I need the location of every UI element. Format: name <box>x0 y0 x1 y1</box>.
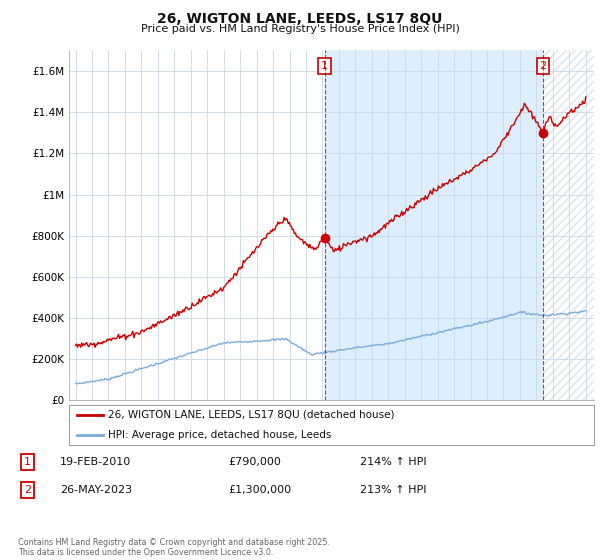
Text: HPI: Average price, detached house, Leeds: HPI: Average price, detached house, Leed… <box>109 430 332 440</box>
Text: Contains HM Land Registry data © Crown copyright and database right 2025.
This d: Contains HM Land Registry data © Crown c… <box>18 538 330 557</box>
Text: 213% ↑ HPI: 213% ↑ HPI <box>360 485 427 495</box>
Bar <box>543 50 594 400</box>
Text: £1,300,000: £1,300,000 <box>228 485 291 495</box>
Bar <box>543 50 594 400</box>
Text: Price paid vs. HM Land Registry's House Price Index (HPI): Price paid vs. HM Land Registry's House … <box>140 24 460 34</box>
Text: 214% ↑ HPI: 214% ↑ HPI <box>360 457 427 467</box>
Text: 26, WIGTON LANE, LEEDS, LS17 8QU (detached house): 26, WIGTON LANE, LEEDS, LS17 8QU (detach… <box>109 410 395 420</box>
Text: 1: 1 <box>321 61 328 71</box>
Text: 1: 1 <box>24 457 31 467</box>
Text: 26, WIGTON LANE, LEEDS, LS17 8QU: 26, WIGTON LANE, LEEDS, LS17 8QU <box>157 12 443 26</box>
Text: £790,000: £790,000 <box>228 457 281 467</box>
Text: 26-MAY-2023: 26-MAY-2023 <box>60 485 132 495</box>
Text: 19-FEB-2010: 19-FEB-2010 <box>60 457 131 467</box>
Bar <box>325 50 543 400</box>
Text: 2: 2 <box>539 61 547 71</box>
Text: 2: 2 <box>24 485 31 495</box>
